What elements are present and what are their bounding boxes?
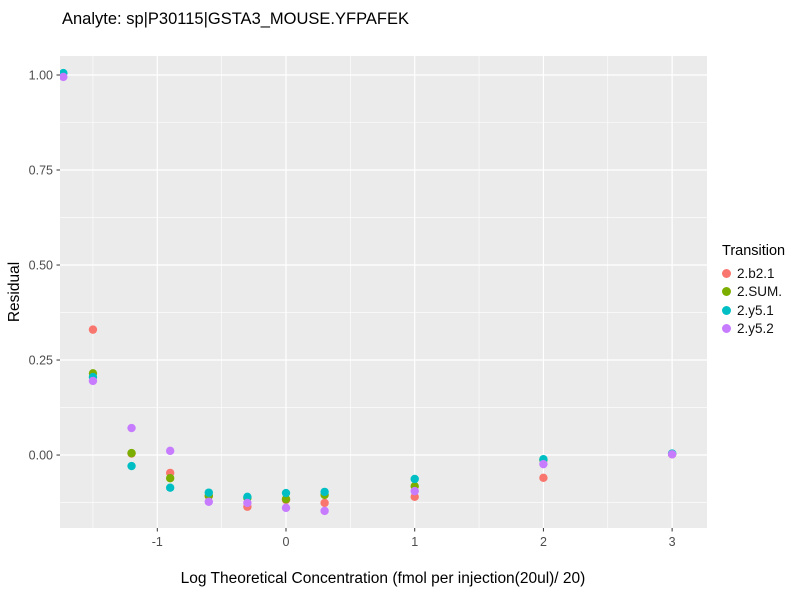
data-point <box>320 506 329 516</box>
data-point <box>410 486 419 496</box>
x-tick-label: 2 <box>540 535 547 549</box>
data-point <box>165 483 175 492</box>
data-point <box>320 487 329 497</box>
data-point <box>320 498 329 508</box>
y-tick-label: 0.00 <box>29 449 53 463</box>
data-point <box>281 488 291 498</box>
x-tick-label: 3 <box>669 535 676 549</box>
legend-item: 2.b2.1 <box>722 264 785 283</box>
y-tick-label: 1.00 <box>29 69 53 83</box>
data-point <box>667 450 677 459</box>
data-point <box>127 423 136 433</box>
data-point <box>127 448 136 458</box>
x-tick-label: 1 <box>411 535 418 549</box>
legend-rows: 2.b2.1 2.SUM. 2.y5.1 2.y5.2 <box>722 264 785 338</box>
data-point <box>88 325 98 334</box>
legend-item: 2.y5.2 <box>722 320 785 339</box>
plot-panel: -1 0 1 2 3 0.00 0.25 0.50 0.75 1.00 <box>29 56 707 549</box>
data-point <box>165 474 175 483</box>
data-point <box>204 488 213 497</box>
y-tick-label: 0.25 <box>29 354 53 368</box>
data-point <box>127 461 136 471</box>
legend-swatch-icon <box>722 287 731 297</box>
y-tick-label: 0.75 <box>29 164 53 178</box>
data-point <box>88 376 98 386</box>
legend-title: Transition <box>722 243 786 259</box>
legend-swatch-icon <box>722 305 731 315</box>
data-point <box>539 459 548 469</box>
data-points-layer <box>60 68 677 516</box>
data-point <box>204 497 213 506</box>
legend-label: 2.b2.1 <box>737 265 775 281</box>
data-point <box>539 473 548 483</box>
data-point <box>281 494 291 504</box>
data-point <box>410 474 419 484</box>
legend-label: 2.y5.1 <box>737 302 774 318</box>
y-axis-title: Residual <box>6 262 23 322</box>
data-point <box>281 503 291 513</box>
legend-label: 2.SUM. <box>737 284 783 300</box>
data-point <box>243 492 252 502</box>
data-point <box>165 446 175 456</box>
legend: Transition 2.b2.1 2.SUM. 2.y5.1 2.y5.2 <box>722 243 785 338</box>
x-tick-label: 0 <box>283 535 290 549</box>
legend-label: 2.y5.2 <box>737 321 774 337</box>
y-tick-label: 0.50 <box>29 259 53 273</box>
legend-swatch-icon <box>722 268 731 278</box>
plot-title: Analyte: sp|P30115|GSTA3_MOUSE.YFPAFEK <box>62 10 409 28</box>
data-point <box>243 498 252 508</box>
x-axis-title: Log Theoretical Concentration (fmol per … <box>181 570 586 587</box>
x-tick-label: -1 <box>152 535 163 549</box>
data-point <box>60 72 68 82</box>
legend-item: 2.SUM. <box>722 283 785 302</box>
legend-swatch-icon <box>722 324 731 334</box>
legend-item: 2.y5.1 <box>722 301 785 320</box>
